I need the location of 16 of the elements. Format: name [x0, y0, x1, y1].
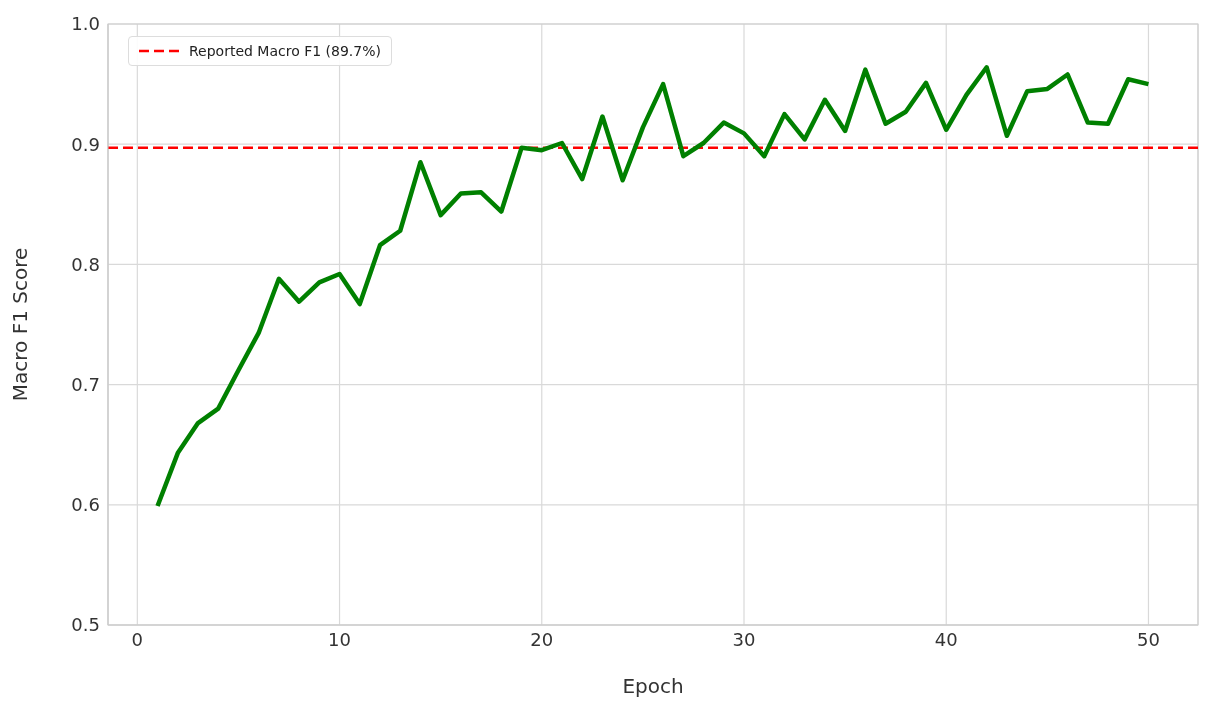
x-tick-label: 40 — [934, 628, 958, 650]
x-tick-label: 10 — [328, 628, 351, 650]
y-axis-title: Macro F1 Score — [8, 247, 33, 402]
y-tick-label: 0.8 — [71, 253, 100, 275]
y-tick-label: 0.9 — [71, 133, 100, 155]
legend-label: Reported Macro F1 (89.7%) — [189, 43, 381, 59]
x-tick-label: 20 — [530, 628, 554, 650]
y-tick-label: 1.0 — [71, 13, 100, 35]
x-tick-label: 30 — [732, 628, 756, 650]
y-tick-label: 0.7 — [71, 373, 100, 395]
y-tick-label: 0.6 — [71, 494, 100, 516]
x-tick-label: 0 — [131, 628, 144, 650]
x-tick-label: 50 — [1137, 628, 1160, 650]
y-tick-label: 0.5 — [71, 614, 100, 636]
line-series — [155, 65, 1151, 509]
x-axis-title: Epoch — [622, 674, 684, 698]
